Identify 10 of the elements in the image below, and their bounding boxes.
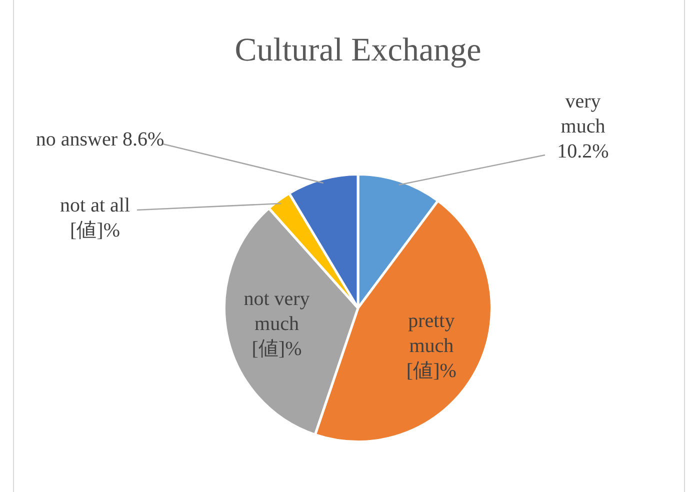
data-label: [値]% bbox=[252, 338, 302, 360]
data-label: 10.2% bbox=[557, 140, 609, 162]
data-label: [値]% bbox=[406, 360, 456, 382]
data-label: [値]% bbox=[70, 219, 120, 242]
chart-title: Cultural Exchange bbox=[234, 32, 482, 69]
slice-label: not very much bbox=[244, 288, 310, 335]
slice-label: no answer 8.6% bbox=[36, 128, 164, 150]
slice-label: very much bbox=[560, 90, 606, 138]
slice-label: pretty much bbox=[408, 310, 455, 357]
slice-label: not at all bbox=[60, 194, 130, 216]
